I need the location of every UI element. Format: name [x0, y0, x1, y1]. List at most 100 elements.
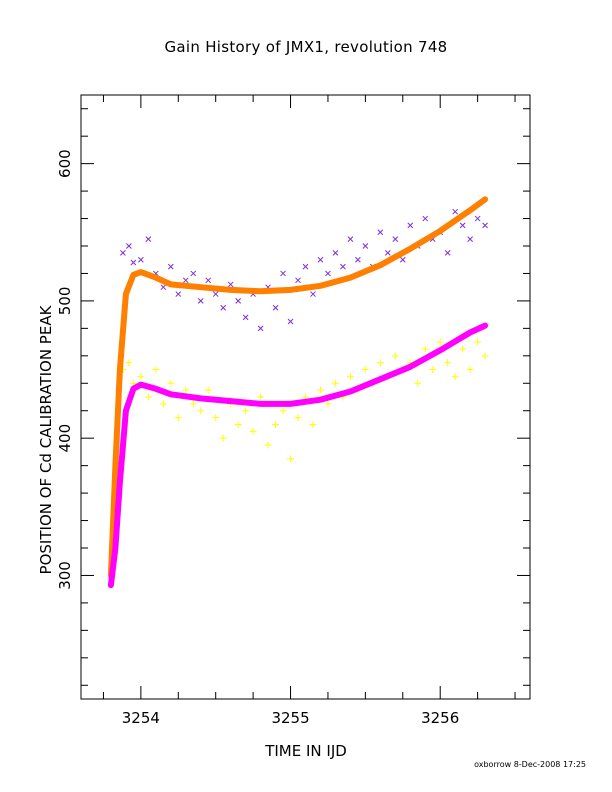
series-0-point: [422, 215, 429, 222]
series-0-point: [257, 325, 264, 332]
series-0-point: [332, 250, 339, 256]
series-0-point: [197, 298, 204, 304]
series-0-point: [242, 314, 249, 321]
series-1-point: [234, 420, 242, 428]
series-0-point: [317, 256, 324, 263]
plot-frame: [80, 94, 531, 700]
series-1-point: [436, 338, 444, 346]
series-0-point: [160, 284, 167, 291]
series-0-point: [362, 243, 369, 249]
series-1-point: [144, 393, 152, 401]
series-1-point: [279, 407, 287, 415]
series-1-point: [159, 400, 167, 408]
series-0-point: [272, 304, 279, 311]
series-1-point: [316, 386, 324, 394]
series-0-point: [347, 236, 354, 242]
series-0-point: [120, 250, 126, 256]
series-0-point: [138, 256, 144, 263]
series-0-point: [452, 208, 459, 215]
series-0-point: [205, 277, 212, 284]
series-0-point: [130, 259, 137, 266]
series-1-point: [361, 366, 369, 374]
series-0-point: [190, 270, 197, 277]
series-1-point: [219, 434, 227, 442]
series-0-point: [325, 270, 331, 277]
footer-credit: oxborrow 8-Dec-2008 17:25: [474, 760, 586, 769]
series-0-point: [355, 256, 361, 263]
series-2-line: [107, 196, 489, 579]
series-0-point: [310, 291, 316, 297]
series-0-point: [407, 222, 414, 229]
chart-title: Gain History of JMX1, revolution 748: [164, 38, 448, 56]
series-1-point: [264, 441, 272, 449]
series-0-point: [392, 236, 399, 242]
series-0-point: [444, 250, 451, 256]
series-1-point: [197, 407, 205, 415]
series-1-point: [346, 372, 354, 380]
series-1-point: [331, 379, 339, 387]
y-tick-label: 600: [56, 149, 74, 178]
series-0-point: [399, 256, 406, 263]
y-axis-label: POSITION OF Cd CALIBRATION PEAK: [37, 305, 55, 575]
series-1-point: [257, 393, 265, 401]
x-tick-label: 3256: [421, 709, 459, 727]
series-1-point: [125, 359, 133, 367]
series-1-point: [481, 352, 489, 360]
series-0-point: [280, 270, 286, 277]
series-1-point: [451, 372, 459, 380]
series-1-point: [152, 366, 160, 374]
series-1-point: [174, 414, 182, 422]
series-1-point: [242, 407, 250, 415]
series-0-point: [384, 250, 391, 256]
series-0-point: [220, 304, 227, 311]
series-0-point: [182, 277, 189, 284]
series-0-point: [474, 215, 481, 222]
series-1-point: [249, 427, 257, 435]
series-1-point: [444, 359, 452, 367]
series-0-point: [212, 291, 219, 297]
series-0-point: [227, 281, 234, 288]
y-tick-label: 500: [56, 287, 74, 316]
series-0-point: [295, 277, 301, 284]
series-1-point: [391, 352, 399, 360]
series-0-point: [467, 236, 473, 242]
series-0-point: [482, 222, 488, 229]
series-0-point: [175, 291, 182, 297]
series-0-point: [235, 298, 242, 304]
data-marks: [107, 196, 489, 589]
series-0-point: [126, 243, 132, 249]
series-1-point: [376, 359, 384, 367]
y-tick-label: 400: [56, 424, 74, 453]
series-1-point: [459, 345, 467, 353]
series-1-point: [204, 386, 212, 394]
series-1-point: [167, 379, 175, 387]
x-axis-label: TIME IN IJD: [265, 742, 347, 760]
x-tick-label: 3254: [122, 709, 160, 727]
series-1-point: [212, 414, 220, 422]
series-1-point: [182, 386, 190, 394]
axis-tick-labels: 3254 3255 3256 300 400 500 600: [56, 149, 459, 727]
series-1-point: [466, 366, 474, 374]
series-1-point: [272, 420, 280, 428]
series-1-point: [189, 400, 197, 408]
series-0-point: [145, 236, 152, 242]
series-1-point: [309, 420, 317, 428]
series-1-point: [287, 455, 295, 463]
x-tick-label: 3255: [271, 709, 309, 727]
axis-ticks: [81, 95, 530, 699]
series-0-point: [340, 263, 346, 270]
series-0-point: [302, 263, 309, 270]
series-1-point: [137, 372, 145, 380]
y-tick-label: 300: [56, 561, 74, 590]
series-1-point: [474, 338, 482, 346]
series-0-point: [287, 318, 294, 325]
series-1-point: [421, 345, 429, 353]
series-0-point: [167, 263, 174, 270]
series-0-point: [377, 229, 384, 236]
series-3-line: [107, 322, 489, 589]
series-1-point: [324, 400, 332, 408]
series-0-point: [459, 222, 466, 229]
series-1-point: [414, 379, 422, 387]
series-1-point: [294, 414, 302, 422]
